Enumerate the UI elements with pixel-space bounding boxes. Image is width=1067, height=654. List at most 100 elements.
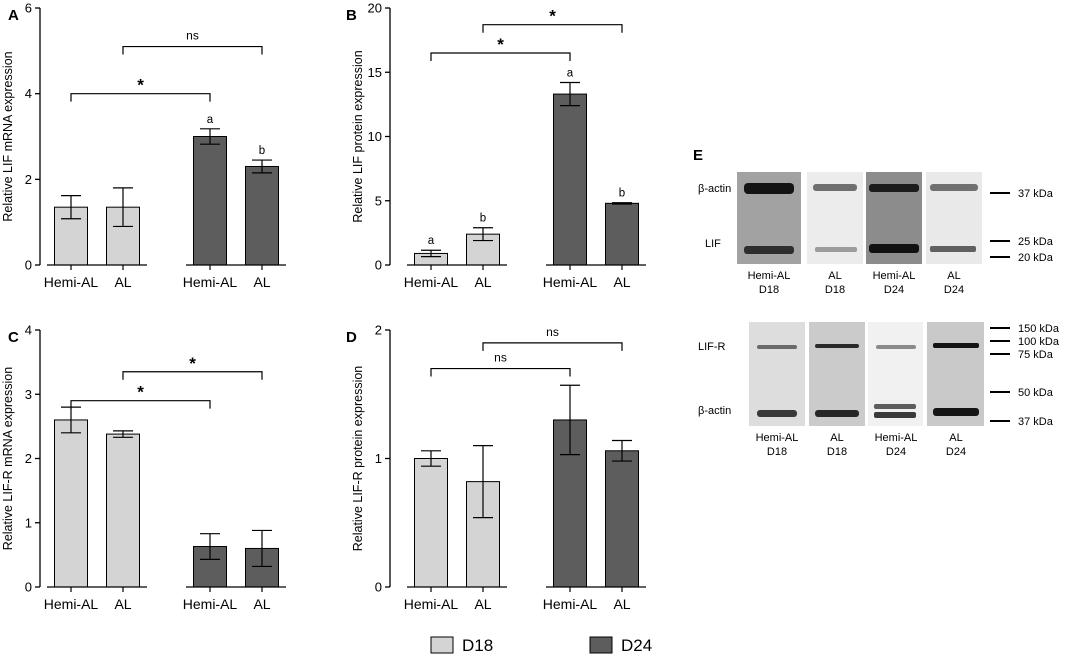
panel-c-y-tick-label: 3 [25,387,32,402]
blot-bottom-lane-label-4b: D24 [946,446,966,458]
legend-swatch-d18 [430,636,454,654]
panel-c-x-label-2: AL [114,596,131,612]
panel-b-significance-letter-4: b [619,188,625,200]
panel-a-x-label-2: AL [114,274,131,290]
panel-c-y-tick-label: 0 [25,580,32,595]
marker-bottom-150-label: 150 kDa [1018,323,1060,335]
panel-b-y-tick-label: 20 [368,1,382,16]
panel-b-bracket-2 [430,52,571,61]
band-bottom-actin-3a [874,404,916,409]
blot-top-lane-label-4a: AL [947,270,960,282]
panel-b-bar-3 [553,93,587,266]
blot-panel: E β-actin LIF 37 kDa 25 kDa 20 kDa Hemi-… [693,147,1060,458]
panel-c-y-tick-label: 4 [25,323,32,338]
panel-a-x-label-1: Hemi-AL [44,274,99,290]
blot-bottom-row-label-2: β-actin [698,405,731,417]
band-top-actin-1 [744,183,794,194]
panel-d-x-label-3: Hemi-AL [543,596,598,612]
panel-a-bracket-label-1: ns [186,29,199,43]
panel-b-x-label-3: Hemi-AL [543,274,598,290]
panel-a-y-tick-label: 0 [25,258,32,273]
panel-a: A 0 2 4 6 Relative LIF mRNA expression Hemi-AL… [1,1,286,290]
panel-d-bracket-1 [482,342,623,351]
panel-a-bracket-1 [122,45,263,55]
blot-bottom-lane-label-4a: AL [949,432,962,444]
blot-top-lane-label-2a: AL [828,270,841,282]
legend-swatch-d24 [589,636,613,654]
panel-c-bracket-label-1: * [189,354,196,373]
panel-d-bracket-2 [430,367,571,377]
band-top-actin-2 [813,184,857,191]
panel-c-bracket-2 [70,400,211,409]
panel-a-bar-4 [245,165,279,266]
panel-d-bracket-label-1: ns [546,325,559,339]
blot-bottom-lane-label-3b: D24 [886,446,906,458]
panel-a-y-label: Relative LIF mRNA expression [1,51,15,221]
band-top-lif-4 [930,246,976,252]
panel-a-y-tick-label: 4 [25,86,32,101]
panel-a-significance-letter-3: a [207,114,214,126]
blot-bottom-lane-label-2a: AL [830,432,843,444]
panel-letter-e: E [693,147,703,164]
panel-d-bar-4 [605,450,639,588]
blot-top-lane-label-1b: D18 [759,284,779,296]
panel-b-y-label: Relative LIF protein expression [351,50,365,222]
panel-a-x-label-3: Hemi-AL [183,274,238,290]
panel-d-y-tick-label: 0 [375,580,382,595]
panel-d-x-label-1: Hemi-AL [404,596,459,612]
marker-top-20-label: 20 kDa [1018,252,1054,264]
panel-a-x-label-4: AL [253,274,270,290]
band-top-actin-3 [869,184,919,192]
panel-b-x-label-2: AL [474,274,491,290]
panel-a-y-tick-label: 6 [25,1,32,16]
band-bottom-actin-3b [874,412,916,418]
panel-d-y-label: Relative LIF-R protein expression [351,366,365,552]
panel-b-bracket-label-1: * [549,7,556,26]
blot-bottom-lane-1 [749,322,805,426]
band-top-lif-1 [744,246,794,254]
panel-b: B 0 5 10 15 20 Relative LIF protein expression… [346,1,646,290]
blot-top-lane-label-2b: D18 [825,284,845,296]
panel-b-y-tick-label: 5 [375,193,382,208]
panel-b-x-label-1: Hemi-AL [404,274,459,290]
blot-bottom-lane-3 [868,322,923,426]
panel-c-y-label: Relative LIF-R mRNA expression [1,367,15,550]
marker-top-25-label: 25 kDa [1018,236,1054,248]
panel-c-x-label-1: Hemi-AL [44,596,99,612]
panel-c-bracket-1 [122,371,263,380]
panel-c-x-label-3: Hemi-AL [183,596,238,612]
blot-bottom-lane-label-3a: Hemi-AL [875,432,918,444]
panel-b-significance-letter-3: a [567,68,574,80]
panel-a-bracket-2 [70,93,211,102]
blot-top-lane-label-3a: Hemi-AL [873,270,916,282]
panel-d-x-label-2: AL [474,596,491,612]
band-bottom-actin-4 [933,408,979,416]
panel-b-x-label-4: AL [613,274,630,290]
band-bottom-lifr-2 [815,344,859,348]
band-bottom-actin-2 [815,410,859,417]
band-bottom-lifr-4 [933,343,979,348]
panel-d-letter: D [346,329,357,346]
panel-c-y-tick-label: 1 [25,515,32,530]
panel-c-bracket-label-2: * [137,383,144,402]
panel-b-y-tick-label: 15 [368,65,382,80]
marker-bottom-75-label: 75 kDa [1018,349,1054,361]
band-bottom-lifr-1 [757,345,797,349]
legend-label-d24: D24 [621,636,652,654]
band-top-actin-4 [930,184,978,191]
panel-c-y-tick-label: 2 [25,451,32,466]
panel-d-x-label-4: AL [613,596,630,612]
charts-layer: A 0 2 4 6 Relative LIF mRNA expression Hemi-AL… [1,1,646,612]
panel-d-y-tick-label: 2 [375,323,382,338]
panel-b-bar-4 [605,202,639,266]
panel-b-significance-letter-1: a [428,235,435,247]
blot-top-row-label-1: β-actin [698,183,731,195]
marker-top-37-label: 37 kDa [1018,188,1054,200]
blot-top-lane-label-4b: D24 [944,284,964,296]
blot-bottom-lane-label-1a: Hemi-AL [756,432,799,444]
legend-label-d18: D18 [462,636,493,654]
panel-b-bracket-1 [482,24,623,33]
blot-bottom-lane-2 [809,322,865,426]
blot-bottom-lane-label-2b: D18 [827,446,847,458]
